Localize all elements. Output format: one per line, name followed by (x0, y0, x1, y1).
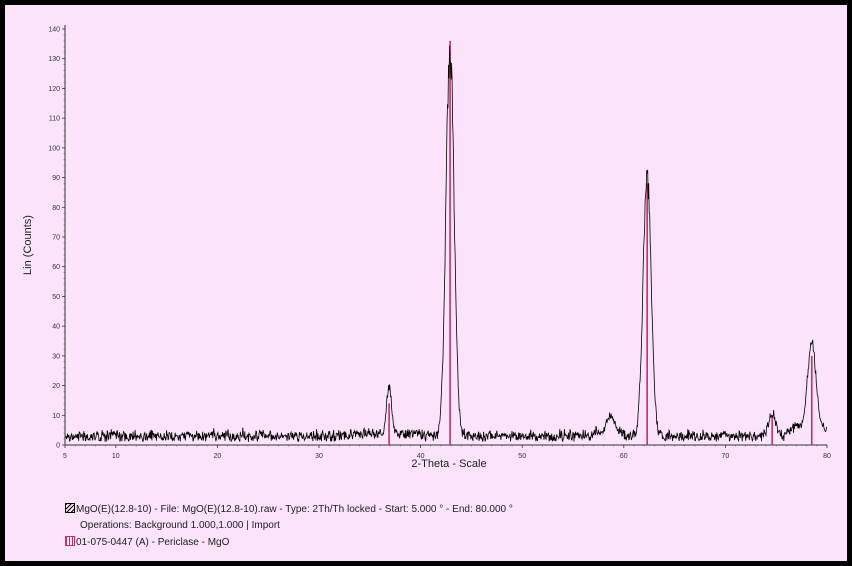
legend-reference: 01-075-0447 (A) - Periclase - MgO (65, 536, 229, 548)
x-axis-label: 2-Theta - Scale (411, 458, 486, 470)
y-tick-label: 130 (48, 56, 60, 63)
legend-raw: MgO(E)(12.8-10) - File: MgO(E)(12.8-10).… (65, 503, 513, 515)
y-tick-label: 80 (52, 205, 60, 212)
y-tick-label: 140 (48, 27, 60, 34)
x-tick-label: 5 (63, 453, 67, 460)
y-tick-label: 50 (52, 294, 60, 301)
y-tick-label: 70 (52, 235, 60, 242)
chart-frame: 0 10 20 30 40 50 60 70 80 90 100 110 120 130 140 5 10 20 3… (4, 4, 848, 562)
legend-raw-text: MgO(E)(12.8-10) - File: MgO(E)(12.8-10).… (76, 504, 513, 515)
diffraction-trace (64, 45, 828, 443)
y-tick-label: 110 (49, 116, 60, 123)
legend-operations: Operations: Background 1.000,1.000 | Imp… (80, 520, 280, 531)
raw-pattern-icon (65, 503, 75, 513)
y-tick-label: 30 (52, 353, 60, 360)
y-axis-label: Lin (Counts) (22, 215, 34, 275)
y-tick-label: 40 (52, 324, 60, 331)
y-tick-label: 120 (48, 86, 60, 93)
xrd-chart: 0 10 20 30 40 50 60 70 80 90 100 110 120 130 140 5 10 20 3… (22, 25, 831, 470)
x-tick-label: 60 (620, 453, 628, 460)
x-tick-label: 20 (214, 453, 222, 460)
y-tick-label: 60 (52, 264, 60, 271)
x-tick-label: 50 (518, 453, 526, 460)
x-tick-label: 70 (722, 453, 730, 460)
reference-pattern-icon (65, 536, 75, 546)
y-tick-label: 10 (52, 413, 60, 420)
legend-ref-text: 01-075-0447 (A) - Periclase - MgO (76, 537, 230, 548)
y-tick-label: 20 (52, 383, 60, 390)
x-tick-label: 80 (823, 453, 831, 460)
y-tick-label: 100 (48, 145, 60, 152)
legend-operations-text: Operations: Background 1.000,1.000 | Imp… (80, 520, 280, 531)
x-tick-label: 40 (417, 453, 425, 460)
y-tick-label: 0 (56, 443, 60, 450)
reference-lines (388, 40, 813, 445)
y-tick-label: 90 (52, 175, 60, 182)
x-tick-label: 10 (112, 453, 120, 460)
x-tick-label: 30 (315, 453, 323, 460)
axes: 0 10 20 30 40 50 60 70 80 90 100 110 120 130 140 5 10 20 3… (48, 25, 831, 460)
